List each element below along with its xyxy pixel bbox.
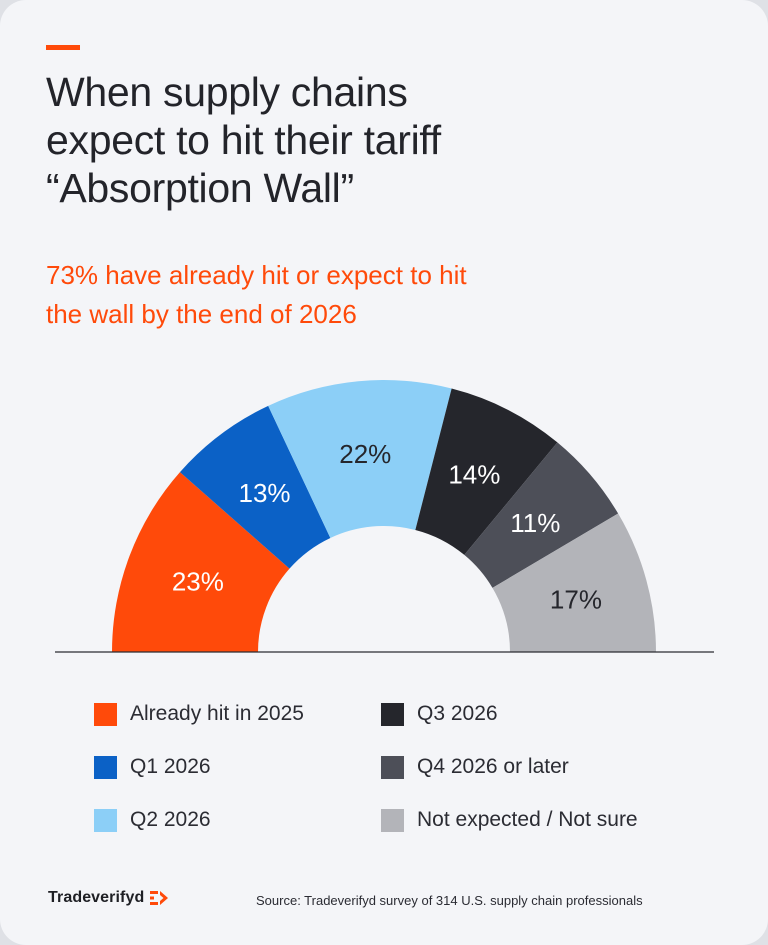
legend-label: Q1 2026 bbox=[130, 755, 211, 778]
title-line: “Absorption Wall” bbox=[46, 165, 354, 211]
chart-legend: Already hit in 2025 Q1 2026 Q2 2026 Q3 2… bbox=[94, 700, 714, 850]
legend-swatch bbox=[94, 702, 117, 726]
subtitle-line: 73% have already hit or expect to hit bbox=[46, 260, 467, 290]
legend-label: Q4 2026 or later bbox=[417, 755, 569, 778]
legend-swatch bbox=[94, 755, 117, 779]
legend-swatch bbox=[381, 755, 404, 779]
slice-q2-2026 bbox=[268, 379, 452, 538]
slice-q1-2026 bbox=[179, 405, 331, 569]
legend-item-q4-2026-or-later: Q4 2026 or later bbox=[381, 753, 569, 781]
legend-item-q1-2026: Q1 2026 bbox=[94, 753, 211, 781]
legend-item-q3-2026: Q3 2026 bbox=[381, 700, 498, 728]
legend-swatch bbox=[94, 808, 117, 832]
slice-value-label: 11% bbox=[510, 508, 560, 538]
legend-label: Q2 2026 bbox=[130, 808, 211, 831]
brand-name: Tradeverifyd bbox=[48, 889, 145, 906]
title-line: expect to hit their tariff bbox=[46, 117, 441, 163]
slice-value-label: 23% bbox=[172, 567, 224, 597]
slice-q4-2026-or-later bbox=[464, 442, 619, 588]
slice-value-label: 14% bbox=[448, 460, 500, 490]
chart-subtitle: 73% have already hit or expect to hit th… bbox=[46, 256, 726, 334]
slice-q3-2026 bbox=[415, 388, 558, 555]
brand-logo-icon bbox=[150, 891, 169, 905]
legend-label: Already hit in 2025 bbox=[130, 702, 304, 725]
legend-swatch bbox=[381, 702, 404, 726]
legend-item-not-expected: Not expected / Not sure bbox=[381, 806, 638, 834]
slice-not-expected-not-sure bbox=[492, 513, 656, 652]
title-line: When supply chains bbox=[46, 69, 408, 115]
source-note: Source: Tradeverifyd survey of 314 U.S. … bbox=[256, 893, 643, 908]
legend-label: Not expected / Not sure bbox=[417, 808, 638, 831]
slice-value-label: 22% bbox=[339, 439, 391, 469]
legend-label: Q3 2026 bbox=[417, 702, 498, 725]
legend-item-q2-2026: Q2 2026 bbox=[94, 806, 211, 834]
chart-title: When supply chains expect to hit their t… bbox=[46, 68, 726, 212]
accent-bar bbox=[46, 45, 80, 50]
slice-already-hit-in-2025 bbox=[112, 472, 290, 652]
legend-swatch bbox=[381, 808, 404, 832]
subtitle-line: the wall by the end of 2026 bbox=[46, 299, 357, 329]
legend-item-already-hit-2025: Already hit in 2025 bbox=[94, 700, 304, 728]
brand: Tradeverifyd bbox=[48, 889, 170, 907]
slice-value-label: 17% bbox=[550, 584, 602, 614]
slice-value-label: 13% bbox=[238, 478, 290, 508]
